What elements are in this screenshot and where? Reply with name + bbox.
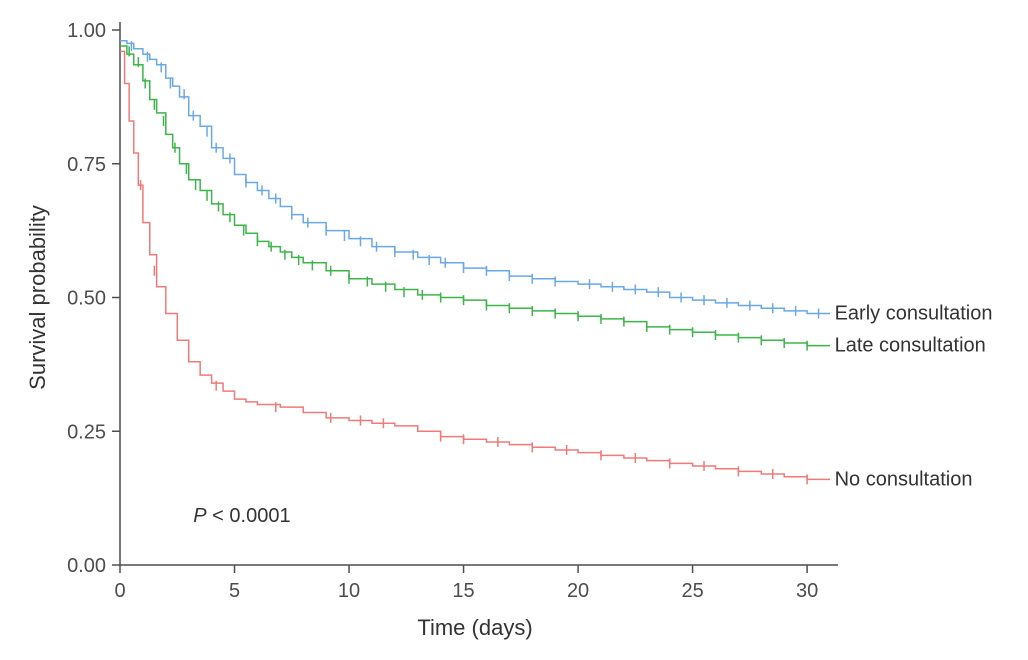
x-tick-label: 25 [681,580,703,602]
y-tick-label: 1.00 [67,20,106,42]
series-label: Early consultation [835,303,993,325]
x-tick-label: 30 [796,580,818,602]
x-tick-label: 10 [338,580,360,602]
series-label: Late consultation [835,335,986,357]
series-line [120,41,830,314]
x-tick-label: 20 [567,580,589,602]
series-label: No consultation [835,468,973,490]
x-axis-title: Time (days) [417,615,532,640]
x-tick-label: 0 [114,580,125,602]
series-line [120,51,830,479]
y-tick-label: 0.00 [67,555,106,577]
y-tick-label: 0.75 [67,154,106,176]
chart-svg: 0 5 10 15 20 25 30 0.00 0.25 0.50 0.75 1.00 Time (da… [0,0,1028,660]
y-tick-label: 0.25 [67,421,106,443]
y-axis-title: Survival probability [25,205,50,390]
x-tick-label: 5 [229,580,240,602]
p-value-label: P < 0.0001 [193,505,290,527]
series-line [120,46,830,346]
y-tick-label: 0.50 [67,288,106,310]
x-tick-label: 15 [452,580,474,602]
survival-chart: 0 5 10 15 20 25 30 0.00 0.25 0.50 0.75 1.00 Time (da… [0,0,1028,660]
